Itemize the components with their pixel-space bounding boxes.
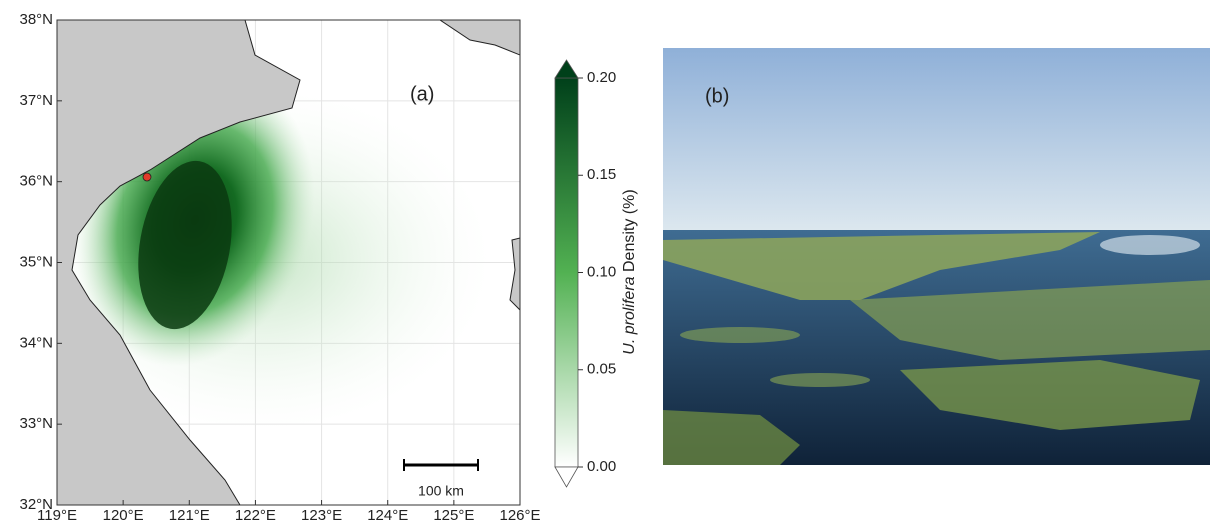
colorbar-label: U. prolifera Density (%)	[621, 189, 638, 354]
land-mass	[439, 20, 520, 56]
x-tick-label: 122°E	[235, 507, 276, 523]
y-tick-label: 32°N	[19, 496, 53, 513]
y-tick-label: 34°N	[19, 334, 53, 351]
sky	[663, 48, 1210, 233]
island	[509, 237, 520, 311]
land-mass	[57, 20, 301, 505]
species-name: U. prolifera	[621, 276, 638, 354]
panel-label: (a)	[410, 83, 434, 105]
algae-mat	[663, 232, 1100, 300]
colorbar-tick-label: 0.20	[587, 69, 616, 86]
density-core	[138, 160, 232, 330]
colorbar-bar	[554, 77, 579, 468]
x-tick-label: 125°E	[433, 507, 474, 523]
algae-mat	[900, 360, 1200, 430]
colorbar-tick-label: 0.05	[587, 361, 616, 378]
label-text: Density (%)	[621, 189, 638, 276]
colorbar-extend-max	[554, 59, 579, 79]
sun-glare	[1100, 235, 1200, 255]
y-tick-label: 38°N	[19, 11, 53, 28]
y-tick-label: 35°N	[19, 253, 53, 270]
algae-mat	[850, 280, 1210, 360]
colorbar: U. prolifera Density (%) 0.00 0.05 0.10 0.1…	[554, 59, 638, 488]
panel-label: (b)	[705, 85, 729, 107]
colorbar-tick-label: 0.15	[587, 166, 616, 183]
x-tick-label: 123°E	[301, 507, 342, 523]
x-tick-label: 119°E	[37, 507, 77, 523]
land	[57, 20, 520, 505]
x-tick-label: 124°E	[367, 507, 408, 523]
map-panel: (a) 100 km 119°E 120°E 121°E 122°E 123°E 124°…	[19, 11, 540, 524]
y-tick-label: 36°N	[19, 173, 53, 190]
colorbar-tick-label: 0.00	[587, 458, 616, 475]
photo-panel: (b)	[663, 48, 1210, 465]
colorbar-tick-label: 0.10	[587, 263, 616, 280]
x-tick-label: 120°E	[103, 507, 144, 523]
x-tick-label: 121°E	[169, 507, 210, 523]
algae-mat	[663, 410, 800, 465]
y-tick-label: 37°N	[19, 92, 53, 109]
algae-patch	[770, 373, 870, 387]
x-tick-label: 126°E	[499, 507, 540, 523]
site-marker	[142, 172, 152, 182]
y-tick-label: 33°N	[19, 415, 53, 432]
algae-patch	[680, 327, 800, 343]
scale-bar-label: 100 km	[418, 483, 464, 499]
colorbar-extend-min	[554, 466, 579, 488]
